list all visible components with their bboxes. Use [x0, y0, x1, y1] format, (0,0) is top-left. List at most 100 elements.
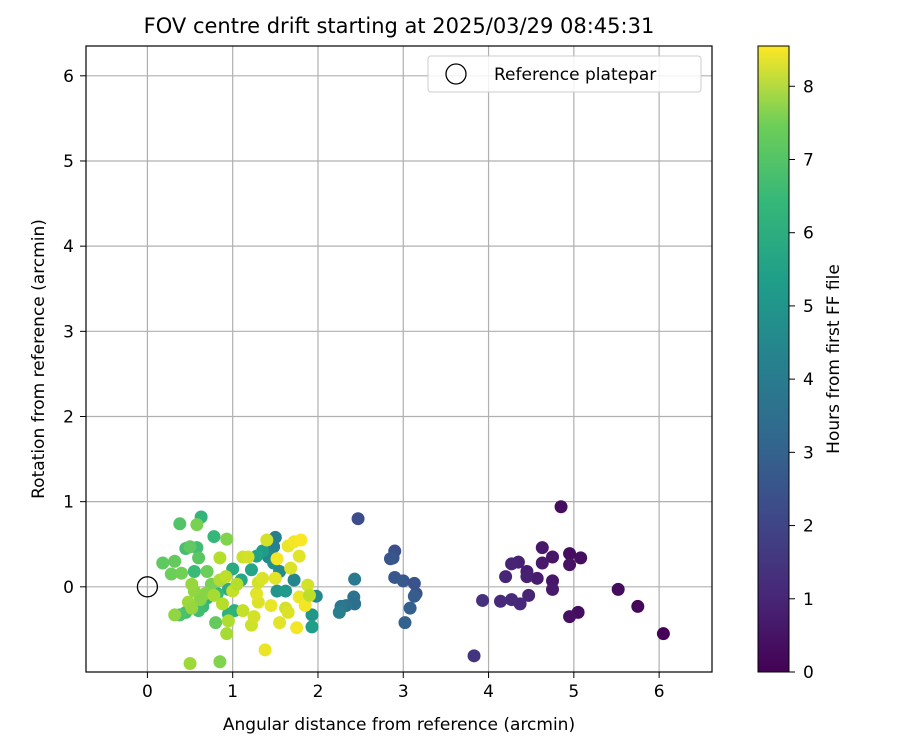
plot-frame — [85, 45, 713, 673]
x-tick-label: 1 — [227, 682, 238, 702]
data-point — [563, 610, 577, 624]
data-point — [156, 556, 170, 570]
data-point — [332, 605, 346, 619]
data-point — [403, 601, 417, 615]
x-tick-label: 4 — [483, 682, 494, 702]
y-tick-label: 1 — [63, 493, 74, 513]
colorbar-ticks: 0 1 2 3 4 5 6 7 8 — [789, 77, 814, 683]
data-point — [219, 570, 233, 584]
data-point — [305, 608, 319, 622]
x-tick-label: 3 — [398, 682, 409, 702]
data-point — [281, 605, 295, 619]
colorbar-tick-label: 6 — [803, 224, 814, 244]
data-point — [520, 570, 534, 584]
data-point — [220, 532, 234, 546]
data-point — [260, 533, 274, 547]
colorbar-gradient — [757, 45, 790, 673]
colorbar-tick-label: 0 — [803, 663, 814, 683]
data-point — [499, 570, 513, 584]
data-point — [273, 616, 287, 630]
data-point — [505, 557, 519, 571]
data-point — [215, 597, 229, 611]
data-points — [156, 500, 670, 670]
data-point — [221, 614, 235, 628]
data-point — [268, 571, 282, 585]
data-point — [241, 550, 255, 564]
data-point — [193, 593, 207, 607]
y-tick-label: 4 — [63, 237, 74, 257]
data-point — [554, 500, 568, 514]
data-point — [175, 566, 189, 580]
data-point — [230, 577, 244, 591]
data-point — [168, 554, 182, 568]
data-point — [305, 620, 319, 634]
colorbar: 0 1 2 3 4 5 6 7 8 Hours from first FF file — [757, 45, 844, 683]
data-point — [396, 574, 410, 588]
data-point — [530, 571, 544, 585]
colorbar-tick-label: 3 — [803, 443, 814, 463]
data-point — [467, 649, 481, 663]
data-point — [493, 594, 507, 608]
x-tick-label: 2 — [313, 682, 324, 702]
x-axis: 0 1 2 3 4 5 6 — [142, 672, 665, 702]
data-point — [505, 593, 519, 607]
legend: Reference platepar — [427, 55, 702, 93]
data-point — [301, 578, 315, 592]
data-point — [563, 547, 577, 561]
data-point — [236, 604, 250, 618]
data-point — [183, 540, 197, 554]
reference-platepar-marker — [136, 576, 159, 598]
data-point — [351, 512, 365, 526]
colorbar-tick-label: 1 — [803, 590, 814, 610]
legend-box — [427, 55, 702, 93]
data-point — [563, 558, 577, 572]
data-point — [546, 550, 560, 564]
x-axis-label: Angular distance from reference (arcmin) — [223, 715, 575, 735]
data-point — [187, 564, 201, 578]
colorbar-tick-label: 2 — [803, 517, 814, 537]
colorbar-label: Hours from first FF file — [824, 264, 844, 454]
data-point — [294, 533, 308, 547]
data-point — [611, 582, 625, 596]
data-point — [407, 576, 421, 590]
y-tick-label: 5 — [63, 152, 74, 172]
data-point — [250, 587, 264, 601]
legend-entry-reference: Reference platepar — [494, 65, 656, 85]
data-point — [383, 552, 397, 566]
data-point — [264, 599, 278, 613]
data-point — [270, 552, 284, 566]
y-axis-label: Rotation from reference (arcmin) — [29, 219, 49, 499]
data-point — [407, 589, 421, 603]
data-point — [209, 616, 223, 630]
data-point — [207, 530, 221, 544]
data-point — [256, 571, 270, 585]
data-point — [192, 551, 206, 565]
reference-marker-layer — [136, 576, 159, 598]
data-point — [213, 655, 227, 669]
data-point — [207, 588, 221, 602]
data-point — [164, 567, 178, 581]
data-point — [574, 551, 588, 565]
data-point — [279, 584, 293, 598]
x-tick-label: 6 — [654, 682, 665, 702]
data-point — [244, 563, 258, 577]
data-point — [258, 643, 272, 657]
data-point — [200, 564, 214, 578]
data-point — [292, 549, 306, 563]
y-tick-label: 6 — [63, 67, 74, 87]
data-point — [522, 588, 536, 602]
data-point — [631, 599, 645, 613]
data-point — [183, 656, 197, 670]
data-point — [247, 610, 261, 624]
data-point — [298, 599, 312, 613]
data-point — [185, 577, 199, 591]
data-point — [213, 551, 227, 565]
data-point — [284, 561, 298, 575]
y-tick-label: 3 — [63, 322, 74, 342]
chart-title: FOV centre drift starting at 2025/03/29 … — [144, 14, 655, 38]
data-point — [348, 572, 362, 586]
data-point — [168, 608, 182, 622]
x-tick-label: 0 — [142, 682, 153, 702]
data-point — [287, 573, 301, 587]
